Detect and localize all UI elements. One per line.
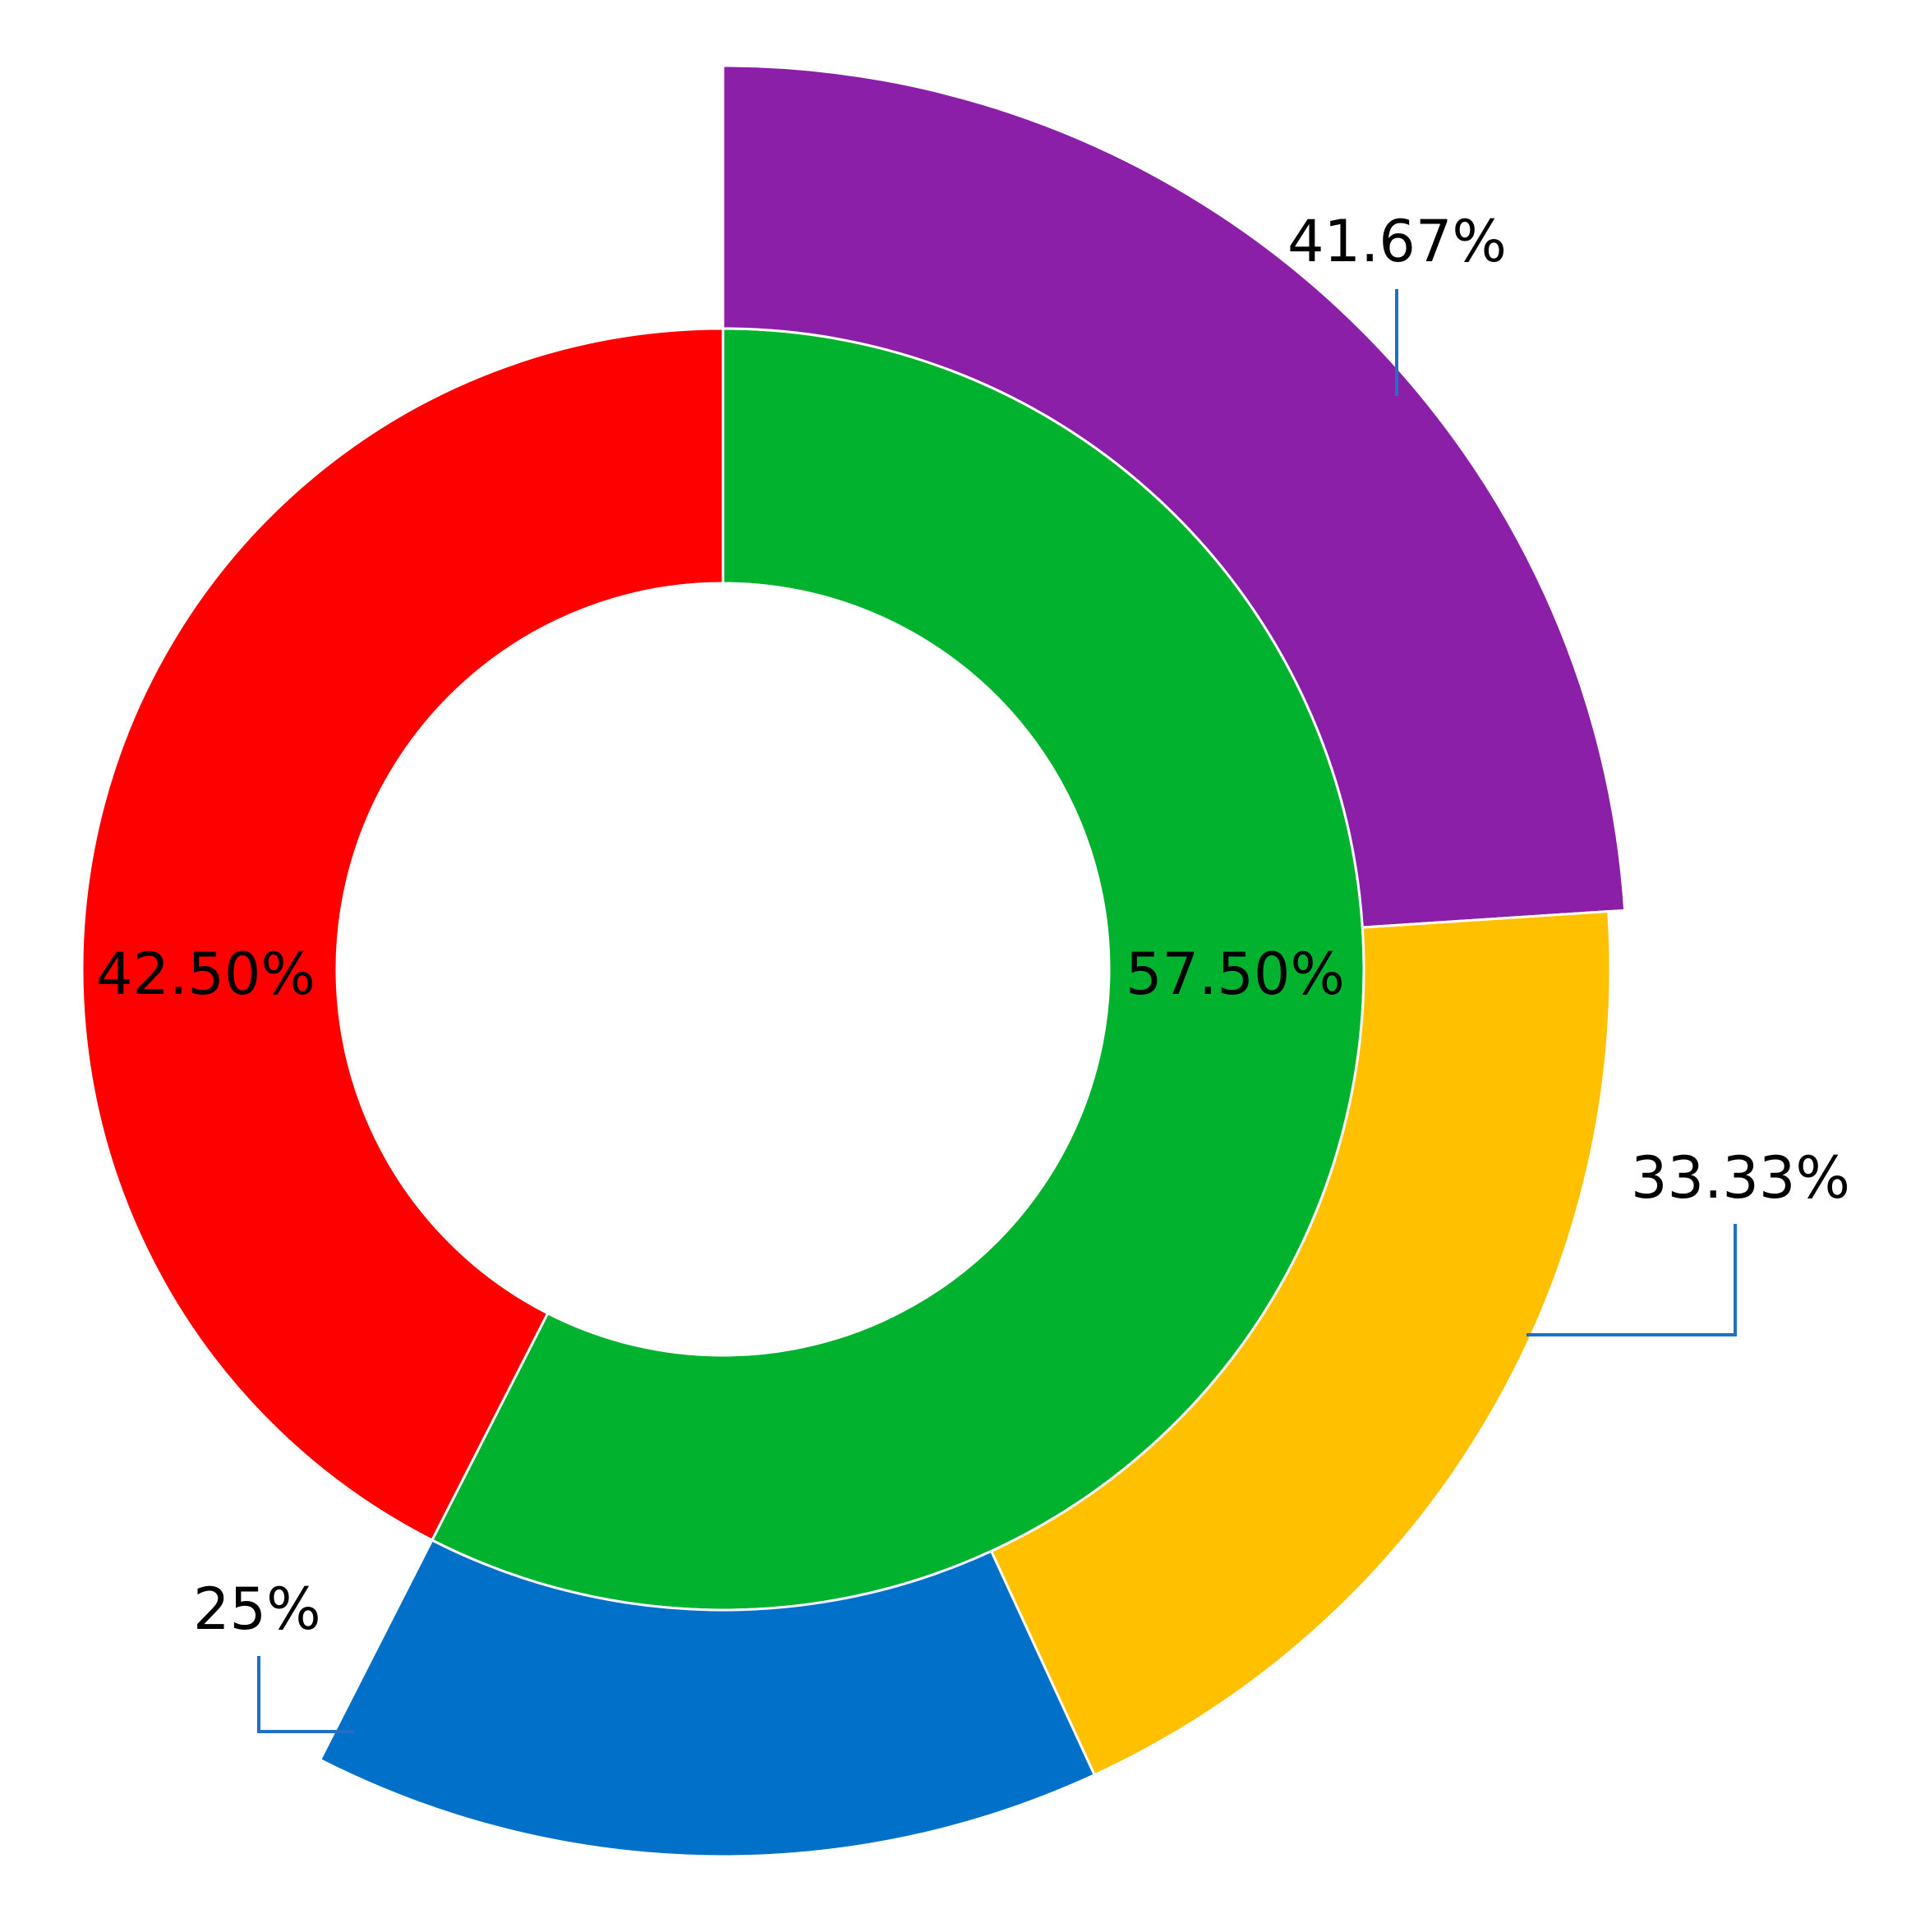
outer-slice-2 <box>989 909 1612 1777</box>
outer-slice-3-leader-line <box>257 1656 355 1733</box>
inner-slice-2 <box>81 327 725 1543</box>
outer-slice-1 <box>721 64 1627 929</box>
outer-slice-2-leader-line <box>1526 1224 1737 1336</box>
outer-slice-3-label: 25% <box>193 1576 321 1643</box>
outer-slice-2-label: 33.33% <box>1631 1144 1850 1212</box>
outer-slice-1-label: 41.67% <box>1287 208 1507 275</box>
outer-slice-3 <box>318 1538 1097 1858</box>
inner-slice-2-label: 42.50% <box>96 941 315 1008</box>
inner-slice-1-label: 57.50% <box>1126 941 1345 1008</box>
